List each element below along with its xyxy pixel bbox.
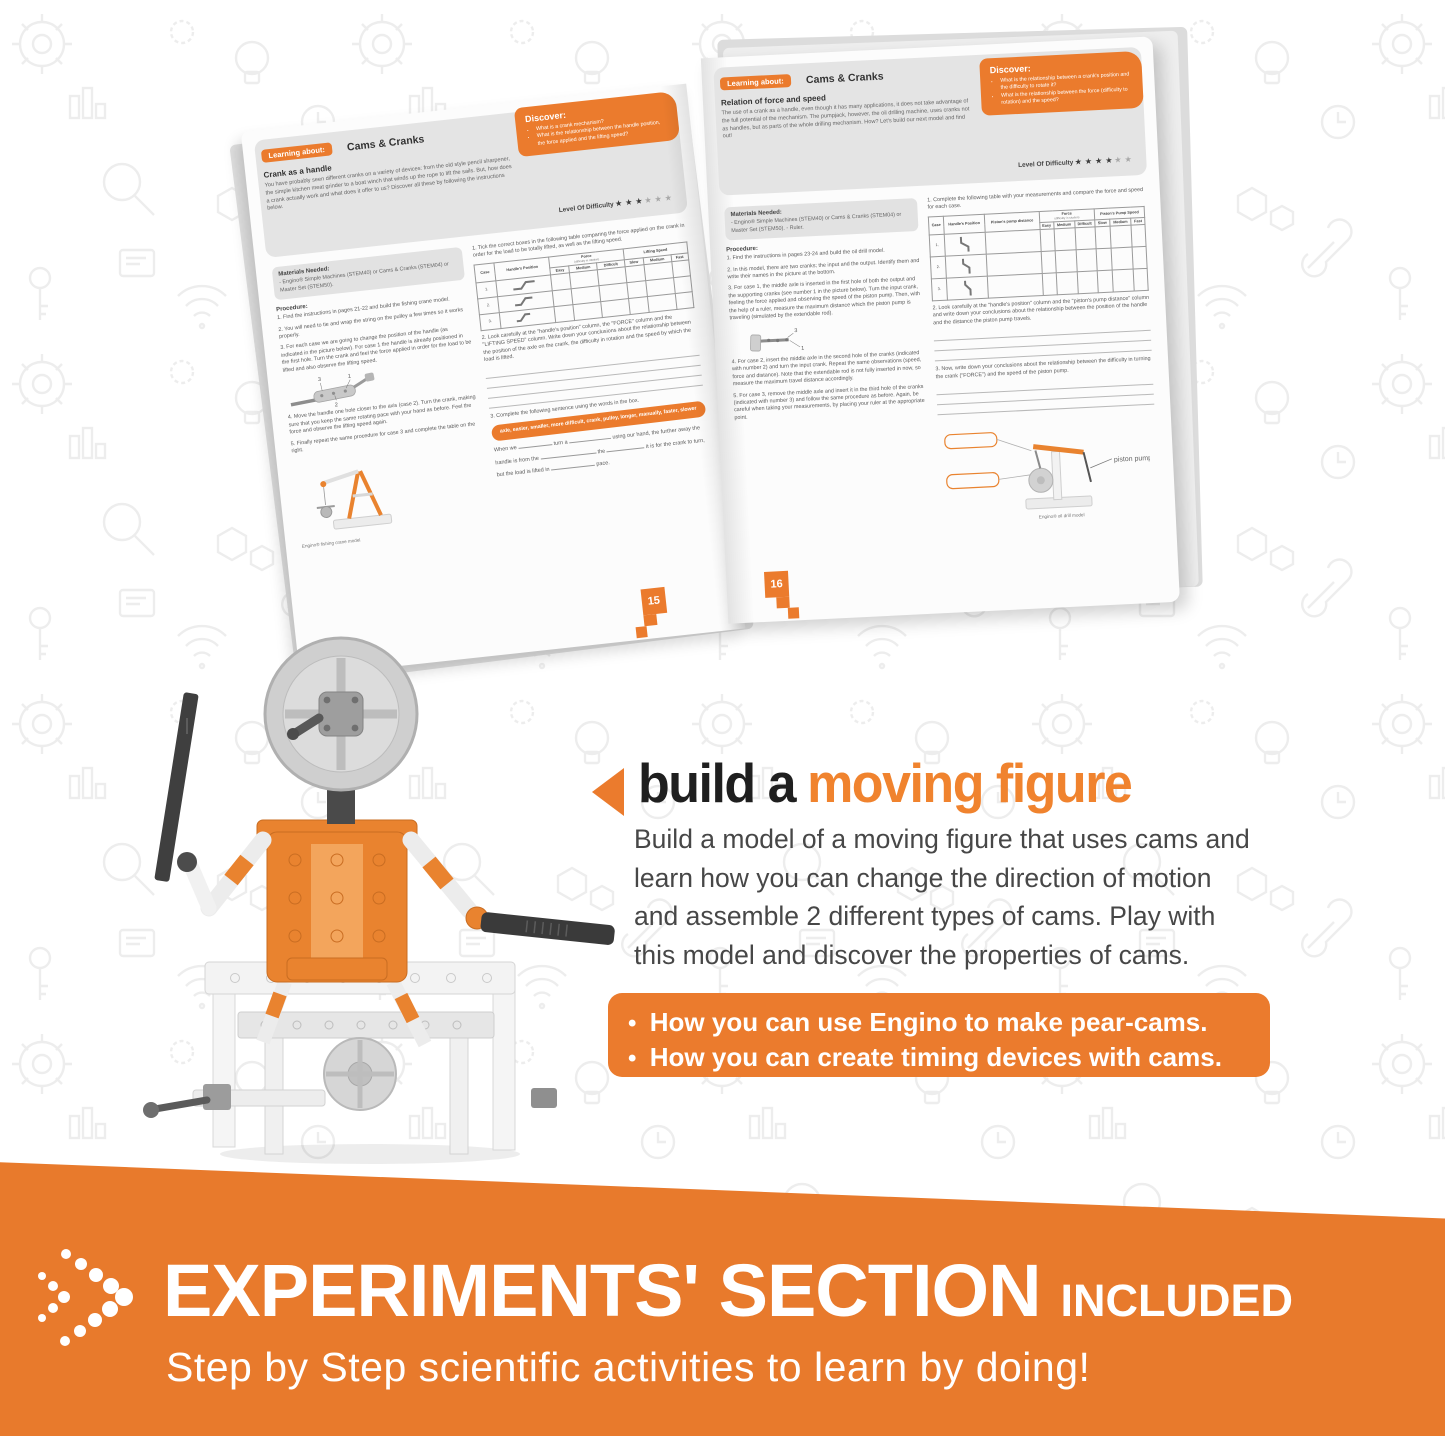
fill-blank — [550, 458, 595, 471]
page-number-tab: 15 — [619, 586, 670, 642]
svg-text:1: 1 — [801, 345, 804, 351]
booklet-page-left: Learning about: Cams & Cranks Crank as a… — [240, 83, 746, 677]
oil-drill-model: piston pump — [944, 432, 1153, 510]
crank-position-icon — [516, 312, 531, 323]
crank-position-icon — [515, 296, 533, 307]
banner-title-suffix: INCLUDED — [1060, 1275, 1294, 1326]
materials-box: Materials Needed: - Engino® Simple Machi… — [724, 198, 919, 241]
fill-blank — [568, 431, 612, 444]
heading-orange: moving figure — [807, 753, 1133, 815]
feature-bullets-box: How you can use Engino to make pear-cams… — [608, 993, 1270, 1077]
crank-illustration: 3 1 — [750, 328, 804, 352]
svg-text:3: 3 — [318, 377, 322, 383]
page-number: 15 — [640, 586, 668, 616]
crank-position-icon — [963, 280, 972, 296]
fishing-crane-model — [316, 468, 393, 530]
banner-title-main: EXPERIMENTS' SECTION — [163, 1249, 1042, 1332]
section-heading: build a moving figure — [638, 752, 1133, 816]
booklet: Learning about: Cams & Cranks Crank as a… — [229, 0, 1216, 695]
fill-blank — [606, 440, 645, 452]
page-number: 16 — [764, 570, 790, 598]
booklet-page-right: Learning about: Cams & Cranks Relation o… — [700, 36, 1180, 624]
experiment-table: Case Handle's Position Force (difficulty … — [474, 241, 695, 331]
crank-position-icon — [513, 280, 535, 291]
feature-bullet: How you can create timing devices with c… — [628, 1040, 1250, 1075]
svg-text:2: 2 — [335, 402, 339, 408]
discover-box: Discover: What is the relationship betwe… — [979, 50, 1144, 116]
crank-illustration: 3 2 1 — [290, 372, 375, 409]
pump-label: piston pump — [1114, 455, 1153, 464]
moving-figure-model — [143, 636, 615, 1164]
stars-empty: ★ ★ — [1114, 156, 1133, 165]
svg-text:1: 1 — [348, 374, 352, 380]
svg-text:3: 3 — [794, 328, 797, 334]
banner-subtitle: Step by Step scientific activities to le… — [166, 1344, 1091, 1390]
oil-drill-model-area: piston pump Engino® oil drill model — [938, 407, 1160, 535]
feature-bullet: How you can use Engino to make pear-cams… — [628, 1005, 1250, 1040]
banner-title: EXPERIMENTS' SECTION INCLUDED — [163, 1248, 1293, 1333]
arrow-left-icon — [592, 768, 624, 816]
crank-position-icon — [959, 236, 970, 252]
heading-black: build a — [638, 753, 797, 815]
procedure-step: 3. For case 1, the middle axle is insert… — [727, 276, 921, 322]
crank-position-icon — [961, 258, 971, 274]
section-paragraph: Build a model of a moving figure that us… — [634, 824, 1250, 971]
experiment-table: Case Handle's Position Piston's pump dis… — [928, 206, 1149, 301]
page-number-tab: 16 — [764, 570, 812, 622]
fill-blank — [517, 438, 553, 449]
fill-blank — [539, 446, 597, 460]
procedure-step: 5. For case 3, remove the middle axle an… — [733, 383, 925, 422]
dotted-chevron-icon — [38, 1249, 133, 1346]
